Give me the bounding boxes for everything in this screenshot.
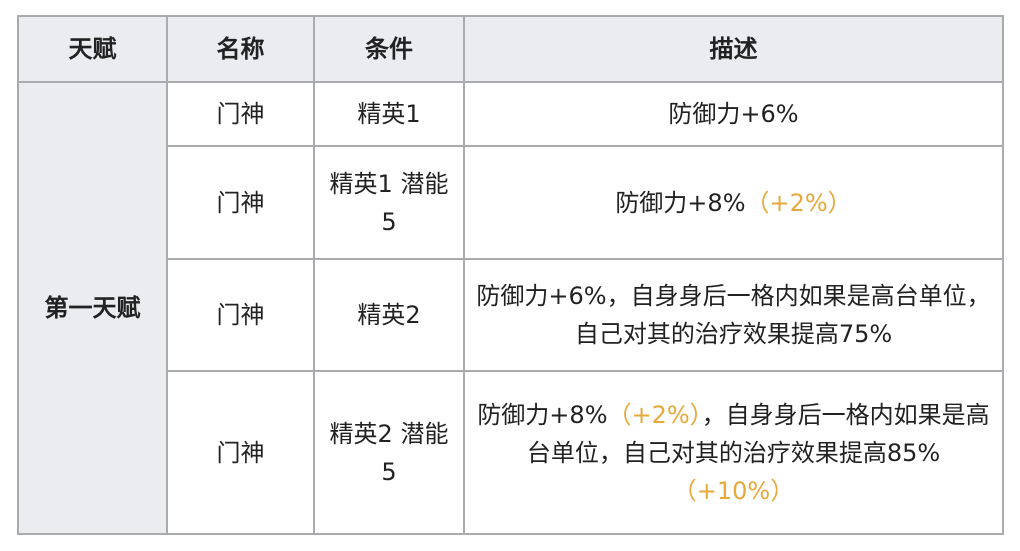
name-cell: 门神 — [166, 258, 315, 372]
description-text: ，自身身后一格内如果是高台单位，自己对其的治疗效果提高85% — [526, 400, 990, 467]
table-row: 门神 精英2 潜能5 防御力+8%（+2%），自身身后一格内如果是高台单位，自己对其… — [18, 370, 1004, 535]
header-row: 天赋 名称 条件 描述 — [17, 15, 1004, 83]
talent-table: 天赋 名称 条件 描述 第一天赋 门神 精英1 防御力+6% 门神 精英1 潜能5 防御力+… — [17, 15, 1004, 535]
name-cell: 门神 — [166, 81, 315, 147]
table-row: 第一天赋 门神 精英1 防御力+6% — [17, 81, 1004, 535]
table-row: 门神 精英2 防御力+6%，自身身后一格内如果是高台单位，自己对其的治疗效果提高75… — [18, 258, 1004, 372]
bonus-text: （+10%） — [672, 476, 795, 505]
description-cell: 防御力+8%（+2%），自身身后一格内如果是高台单位，自己对其的治疗效果提高85… — [463, 370, 1004, 535]
bonus-text: （+2%） — [745, 188, 852, 217]
table-row: 门神 精英1 潜能5 防御力+8%（+2%） — [18, 145, 1004, 260]
description-text: 防御力+8% — [477, 400, 608, 429]
condition-cell: 精英2 — [313, 258, 465, 372]
bonus-text: （+2%） — [607, 400, 702, 429]
description-cell: 防御力+6% — [463, 81, 1004, 147]
header-name: 名称 — [166, 15, 315, 83]
condition-cell: 精英1 — [313, 81, 465, 147]
description-cell: 防御力+6%，自身身后一格内如果是高台单位，自己对其的治疗效果提高75% — [463, 258, 1004, 372]
talent-cell: 第一天赋 — [17, 81, 168, 535]
header-talent: 天赋 — [17, 15, 168, 83]
header-description: 描述 — [463, 15, 1004, 83]
description-text: 防御力+6% — [668, 100, 799, 128]
description-cell: 防御力+8%（+2%） — [463, 145, 1004, 260]
name-cell: 门神 — [166, 145, 315, 260]
header-condition: 条件 — [313, 15, 465, 83]
description-text: 防御力+6%，自身身后一格内如果是高台单位，自己对其的治疗效果提高75% — [476, 282, 991, 348]
condition-cell: 精英2 潜能5 — [313, 370, 465, 535]
condition-cell: 精英1 潜能5 — [313, 145, 465, 260]
description-text: 防御力+8% — [615, 188, 746, 217]
name-cell: 门神 — [166, 370, 315, 535]
